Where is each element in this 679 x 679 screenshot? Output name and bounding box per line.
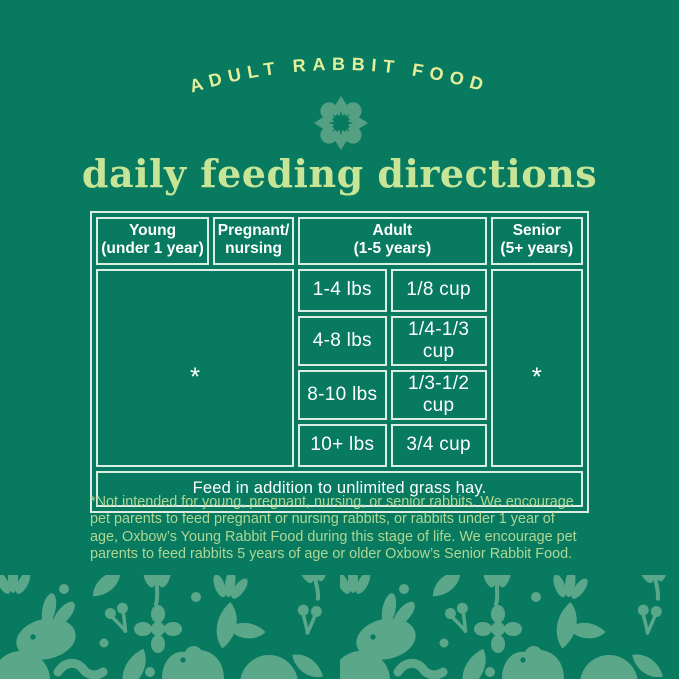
col-header-adult: Adult (1-5 years)	[298, 217, 487, 265]
feeding-table-wrap: Young (under 1 year) Pregnant/ nursing A…	[90, 211, 589, 513]
col-header-pregnant: Pregnant/ nursing	[213, 217, 295, 265]
footnote: *Not intended for young, pregnant, nursi…	[90, 494, 577, 562]
amount-cell: 1/8 cup	[390, 268, 487, 312]
amount-cell: 3/4 cup	[390, 423, 487, 467]
weight-cell: 4-8 lbs	[298, 315, 387, 366]
young-pregnant-asterisk: *	[189, 361, 201, 392]
col-header-young: Young (under 1 year)	[96, 217, 210, 265]
hay-note-cell: Feed in addition to unlimited grass hay.	[96, 470, 583, 507]
weight-cell: 1-4 lbs	[298, 268, 387, 312]
senior-note-cell: *	[490, 268, 583, 467]
weight-cell: 8-10 lbs	[298, 369, 387, 420]
arc-product-name: ADULT RABBIT FOOD	[187, 54, 491, 97]
flower-icon	[314, 96, 368, 150]
col-header-senior: Senior (5+ years)	[490, 217, 583, 265]
young-pregnant-note-cell: *	[96, 268, 295, 467]
page-title: daily feeding directions	[81, 151, 598, 196]
senior-asterisk: *	[531, 361, 542, 392]
amount-cell: 1/4-1/3 cup	[390, 315, 487, 366]
weight-cell: 10+ lbs	[298, 423, 387, 467]
star-cutout	[328, 110, 354, 136]
rabbit-pattern	[0, 575, 679, 679]
svg-text:ADULT RABBIT FOOD: ADULT RABBIT FOOD	[187, 54, 491, 97]
feeding-table: Young (under 1 year) Pregnant/ nursing A…	[90, 211, 589, 513]
arc-product-name-label: ADULT RABBIT FOOD	[187, 54, 485, 97]
amount-cell: 1/3-1/2 cup	[390, 369, 487, 420]
